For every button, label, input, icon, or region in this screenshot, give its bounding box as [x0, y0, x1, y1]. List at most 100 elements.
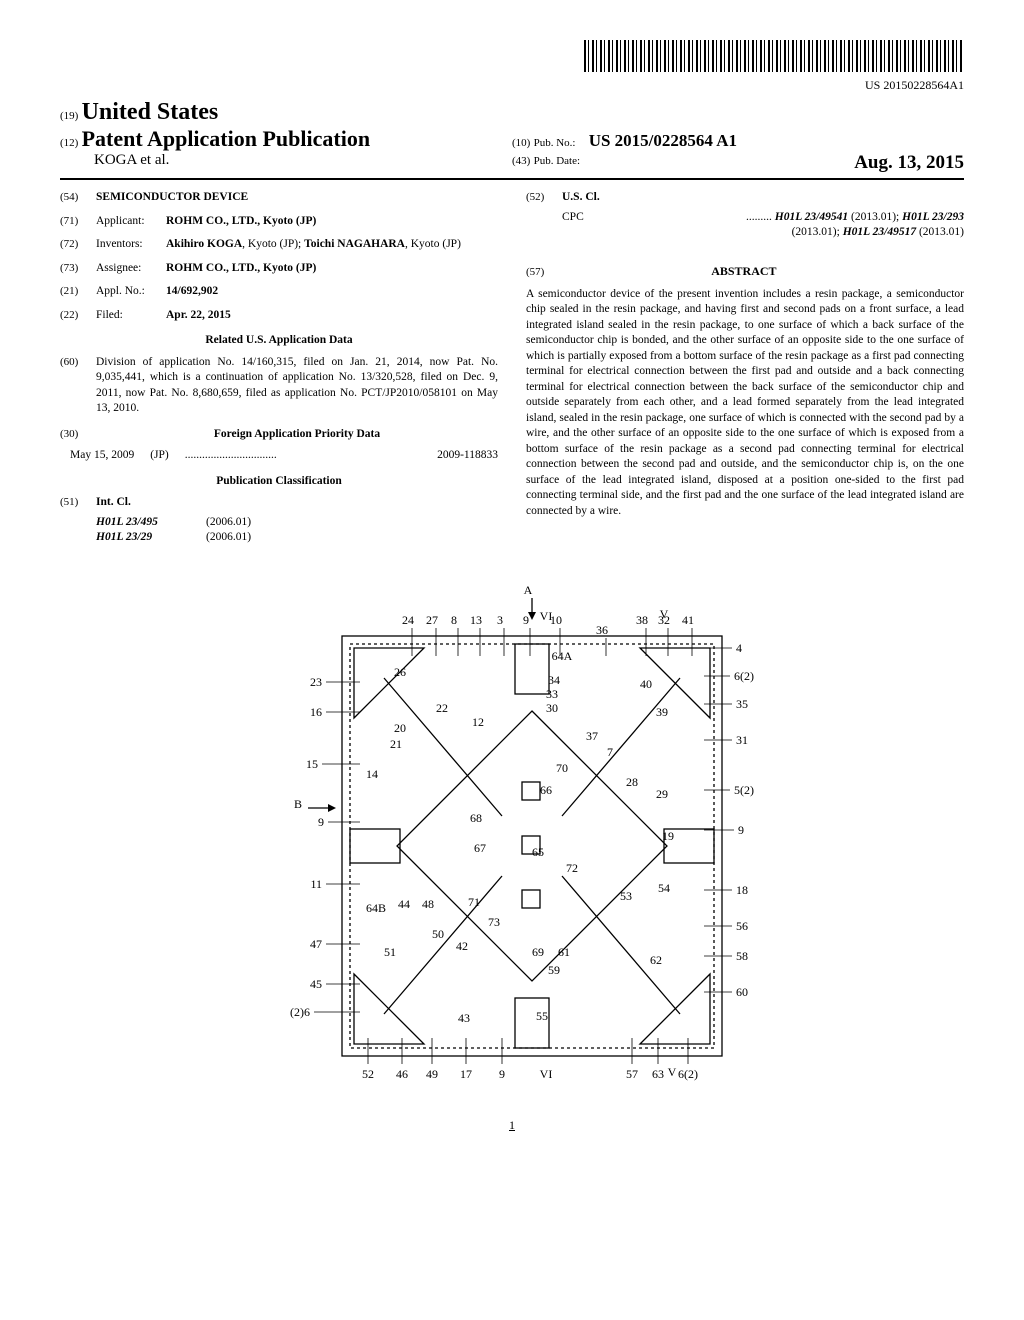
svg-text:44: 44 [398, 897, 410, 911]
svg-text:9: 9 [738, 823, 744, 837]
pubclass-title: Publication Classification [60, 474, 498, 490]
svg-text:50: 50 [432, 927, 444, 941]
pubdate: Aug. 13, 2015 [854, 152, 964, 174]
page-number: 1 [60, 1118, 964, 1133]
svg-text:34: 34 [548, 673, 560, 687]
pubno-code: (10) [512, 137, 530, 149]
intcl-table: H01L 23/495(2006.01) H01L 23/29(2006.01) [96, 515, 498, 546]
svg-text:28: 28 [626, 775, 638, 789]
pubno-label: Pub. No.: [534, 137, 576, 149]
svg-text:(2)6: (2)6 [290, 1005, 310, 1019]
intcl-class: H01L 23/29 [96, 530, 206, 546]
svg-text:16: 16 [310, 705, 322, 719]
svg-text:23: 23 [310, 675, 322, 689]
svg-text:43: 43 [458, 1011, 470, 1025]
foreign-title: Foreign Application Priority Data [214, 428, 380, 440]
pub-type: Patent Application Publication [82, 126, 370, 151]
svg-text:VI: VI [540, 609, 553, 623]
svg-text:68: 68 [470, 811, 482, 825]
cpc-3: H01L 23/49517 [843, 226, 916, 238]
svg-text:A: A [524, 583, 533, 597]
svg-text:9: 9 [499, 1067, 505, 1081]
assignee-code: (73) [60, 261, 96, 277]
svg-text:38: 38 [636, 613, 648, 627]
country-code: (19) [60, 110, 78, 122]
foreign-dots: ................................ [185, 448, 437, 464]
svg-text:26: 26 [394, 665, 406, 679]
svg-text:13: 13 [470, 613, 482, 627]
svg-text:22: 22 [436, 701, 448, 715]
intcl-code: (51) [60, 495, 96, 511]
figure: A2427813391036383241524649179VI57636(2)2… [60, 576, 964, 1100]
intcl-label: Int. Cl. [96, 496, 131, 508]
cpc-2: H01L 23/293 [902, 211, 964, 223]
left-column: (54) SEMICONDUCTOR DEVICE (71) Applicant… [60, 190, 498, 546]
svg-text:27: 27 [426, 613, 438, 627]
figure-svg: A2427813391036383241524649179VI57636(2)2… [232, 576, 792, 1096]
svg-text:9: 9 [318, 815, 324, 829]
foreign-date: May 15, 2009 [70, 448, 134, 464]
svg-text:59: 59 [548, 963, 560, 977]
applno: 14/692,902 [166, 285, 218, 297]
svg-text:B: B [294, 797, 302, 811]
filed: Apr. 22, 2015 [166, 309, 231, 321]
related-text: Division of application No. 14/160,315, … [96, 355, 498, 417]
foreign-no: 2009-118833 [437, 448, 498, 464]
svg-text:52: 52 [362, 1067, 374, 1081]
cpc-2-date: (2013.01); [792, 226, 840, 238]
cpc-1: H01L 23/49541 [775, 211, 848, 223]
svg-text:8: 8 [451, 613, 457, 627]
cpc-dots: ......... [746, 211, 772, 223]
svg-text:21: 21 [390, 737, 402, 751]
svg-text:56: 56 [736, 919, 748, 933]
abstract-code: (57) [526, 265, 562, 280]
svg-text:19: 19 [662, 829, 674, 843]
svg-text:57: 57 [626, 1067, 638, 1081]
right-column: (52) U.S. Cl. CPC ......... H01L 23/4954… [526, 190, 964, 546]
svg-text:4: 4 [736, 641, 742, 655]
uscl-label: U.S. Cl. [562, 191, 600, 203]
svg-text:48: 48 [422, 897, 434, 911]
filed-label: Filed: [96, 308, 166, 324]
svg-text:9: 9 [523, 613, 529, 627]
svg-text:20: 20 [394, 721, 406, 735]
svg-text:51: 51 [384, 945, 396, 959]
svg-text:15: 15 [306, 757, 318, 771]
country: United States [82, 99, 219, 125]
inventors-code: (72) [60, 237, 96, 253]
intcl-ver: (2006.01) [206, 530, 251, 546]
title-code: (54) [60, 190, 96, 206]
svg-text:60: 60 [736, 985, 748, 999]
svg-text:33: 33 [546, 687, 558, 701]
svg-text:30: 30 [546, 701, 558, 715]
foreign-code: (30) [60, 427, 96, 443]
svg-text:45: 45 [310, 977, 322, 991]
svg-text:70: 70 [556, 761, 568, 775]
svg-text:61: 61 [558, 945, 570, 959]
applicant: ROHM CO., LTD., Kyoto (JP) [166, 215, 316, 227]
applicant-code: (71) [60, 214, 96, 230]
header: (19) United States (12) Patent Applicati… [60, 99, 964, 180]
pubno: US 2015/0228564 A1 [589, 131, 737, 150]
svg-text:6(2): 6(2) [734, 669, 754, 683]
svg-text:65: 65 [532, 845, 544, 859]
svg-text:17: 17 [460, 1067, 472, 1081]
svg-text:39: 39 [656, 705, 668, 719]
svg-text:71: 71 [468, 895, 480, 909]
svg-text:14: 14 [366, 767, 378, 781]
svg-text:42: 42 [456, 939, 468, 953]
svg-text:5(2): 5(2) [734, 783, 754, 797]
intcl-class: H01L 23/495 [96, 515, 206, 531]
svg-text:24: 24 [402, 613, 414, 627]
svg-text:18: 18 [736, 883, 748, 897]
intcl-ver: (2006.01) [206, 515, 251, 531]
abstract-title: ABSTRACT [565, 263, 923, 279]
cpc-3-date: (2013.01) [919, 226, 964, 238]
svg-text:67: 67 [474, 841, 486, 855]
uscl-code: (52) [526, 190, 562, 206]
svg-text:47: 47 [310, 937, 322, 951]
bibliographic-columns: (54) SEMICONDUCTOR DEVICE (71) Applicant… [60, 190, 964, 546]
inventors: Akihiro KOGA, Kyoto (JP); Toichi NAGAHAR… [166, 237, 498, 253]
abstract-text: A semiconductor device of the present in… [526, 287, 964, 520]
svg-text:3: 3 [497, 613, 503, 627]
